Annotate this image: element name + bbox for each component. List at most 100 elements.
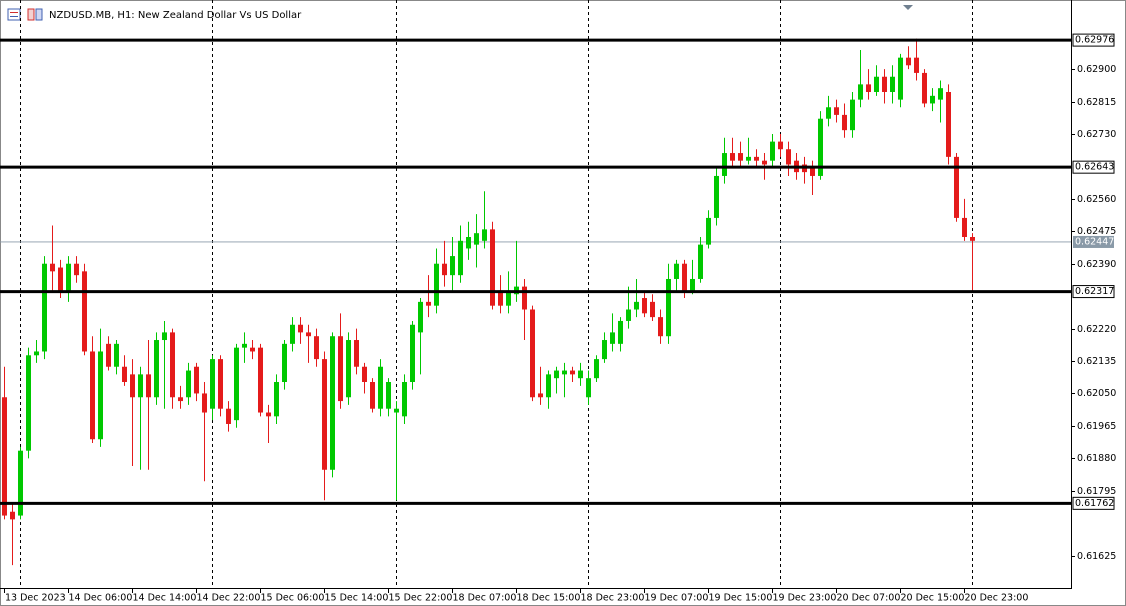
candle: [602, 332, 607, 363]
candle: [266, 404, 271, 444]
candle-body: [226, 408, 231, 424]
candle-body: [354, 340, 359, 367]
candle-body: [874, 76, 879, 92]
candle-body: [538, 393, 543, 398]
candle: [402, 374, 407, 424]
candle: [554, 366, 559, 394]
candle-body: [346, 340, 351, 398]
candle: [786, 141, 791, 176]
candle-body: [234, 347, 239, 421]
candle-body: [266, 412, 271, 417]
candle: [482, 191, 487, 249]
icon[interactable]: [35, 8, 43, 21]
candle-body: [306, 332, 311, 337]
y-tick-label: 0.62475: [1077, 226, 1116, 237]
candle-body: [434, 263, 439, 306]
candle-body: [194, 366, 199, 394]
candle-body: [522, 286, 527, 310]
candle: [338, 313, 343, 409]
candle-body: [114, 343, 119, 367]
level-label: 0.61762: [1075, 498, 1114, 509]
candle-body: [970, 237, 975, 241]
candle: [738, 141, 743, 169]
level-label-box: [1072, 285, 1115, 299]
candle: [650, 294, 655, 321]
candle: [954, 153, 959, 222]
candle: [466, 221, 471, 260]
x-tick-label: 14 Dec 06:00: [69, 593, 133, 604]
candle: [626, 286, 631, 329]
candle: [690, 259, 695, 295]
y-tick-label: 0.62815: [1077, 97, 1116, 108]
candle-body: [826, 107, 831, 119]
icon[interactable]: [7, 8, 21, 21]
candle-body: [314, 336, 319, 360]
candle: [610, 313, 615, 352]
candle-body: [858, 84, 863, 100]
candle-body: [658, 317, 663, 337]
candle: [674, 259, 679, 291]
candle-body: [578, 370, 583, 379]
candle: [162, 320, 167, 409]
candle-body: [218, 359, 223, 409]
candle: [378, 359, 383, 417]
candle: [866, 69, 871, 100]
candle: [322, 351, 327, 501]
candle: [178, 385, 183, 409]
candle: [274, 374, 279, 424]
candle-body: [890, 76, 895, 92]
candle-body: [706, 217, 711, 245]
candle: [202, 382, 207, 482]
candle-body: [2, 397, 7, 516]
candle: [90, 336, 95, 444]
candle: [642, 290, 647, 318]
candle-body: [410, 324, 415, 382]
candle-body: [698, 244, 703, 279]
candle-body: [82, 271, 87, 352]
candle-body: [930, 95, 935, 104]
candle: [834, 99, 839, 123]
candle: [34, 340, 39, 363]
candle: [2, 366, 7, 520]
candle: [714, 168, 719, 226]
candle: [258, 343, 263, 417]
candle-body: [418, 301, 423, 333]
candle-body: [98, 351, 103, 440]
candle: [858, 50, 863, 108]
candle: [538, 366, 543, 405]
current-price-box: [1073, 235, 1114, 248]
x-tick-label: 20 Dec 23:00: [965, 593, 1029, 604]
candle-body: [378, 366, 383, 409]
candle-body: [450, 256, 455, 276]
candle: [826, 95, 831, 127]
candle-body: [602, 340, 607, 360]
candle: [314, 328, 319, 367]
candle-body: [738, 153, 743, 161]
candle: [122, 355, 127, 386]
candle-body: [850, 99, 855, 131]
candle-body: [490, 229, 495, 306]
candle: [938, 80, 943, 123]
icon[interactable]: [27, 8, 35, 21]
candle-body: [762, 160, 767, 165]
candle: [586, 370, 591, 405]
symbol-icons[interactable]: [7, 8, 43, 21]
candle-body: [954, 156, 959, 218]
y-tick-label: 0.62135: [1077, 356, 1116, 367]
candle-body: [906, 57, 911, 66]
candle: [130, 359, 135, 466]
candle-body: [810, 168, 815, 176]
candle-body: [770, 141, 775, 161]
candle-body: [674, 263, 679, 279]
candle: [234, 343, 239, 428]
candle: [546, 370, 551, 409]
candle-body: [330, 336, 335, 470]
candle-body: [506, 290, 511, 306]
candle: [818, 111, 823, 180]
candle-body: [642, 298, 647, 314]
shift-marker[interactable]: [903, 5, 913, 10]
candle-body: [730, 153, 735, 161]
candle: [842, 103, 847, 138]
